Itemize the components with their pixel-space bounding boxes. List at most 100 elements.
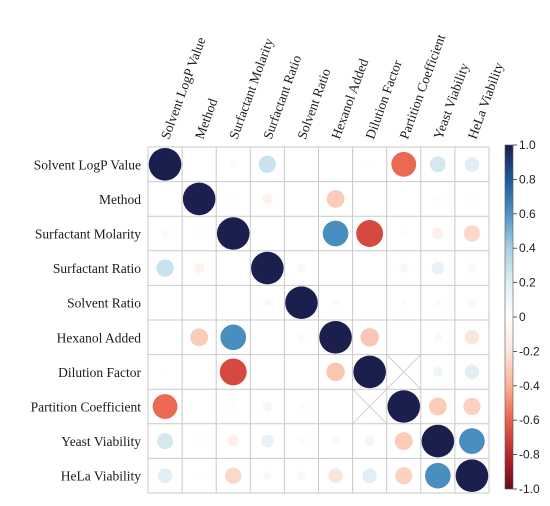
colorbar-tick-label: 0 — [519, 310, 526, 324]
correlation-circle — [263, 298, 272, 307]
column-label: HeLa Viability — [465, 60, 507, 141]
colorbar-tick-label: -1.0 — [519, 482, 540, 496]
correlation-circle — [298, 403, 305, 410]
correlation-circle — [300, 370, 303, 374]
colorbar-tick-label: -0.2 — [519, 344, 540, 358]
row-labels: Solvent LogP Value Method Surfactant Molar… — [31, 157, 142, 483]
correlation-circle — [326, 189, 345, 208]
correlation-circle — [182, 182, 216, 216]
correlation-circle — [261, 434, 274, 448]
correlation-circle — [232, 301, 235, 304]
correlation-circle — [326, 362, 345, 382]
correlation-circle — [367, 161, 372, 167]
correlation-circle — [334, 163, 337, 166]
correlation-circle — [297, 471, 306, 481]
correlation-circle — [334, 405, 337, 408]
column-label: Method — [192, 96, 221, 141]
correlation-circle — [196, 438, 202, 444]
correlation-circle — [353, 355, 386, 389]
correlation-circle — [402, 336, 405, 339]
correlation-circle — [230, 403, 237, 410]
missing-cell-cross — [386, 354, 422, 390]
colorbar-tick-label: -0.8 — [519, 448, 540, 462]
correlation-circle — [464, 364, 480, 380]
correlation-circle — [197, 163, 201, 166]
correlation-circles — [148, 148, 489, 493]
correlation-circle — [400, 299, 408, 306]
correlation-circle — [464, 330, 480, 345]
correlation-circle — [432, 227, 444, 240]
correlation-circle — [232, 266, 235, 270]
correlation-circle — [297, 264, 306, 273]
correlation-circle — [459, 428, 485, 454]
correlation-circle — [196, 230, 202, 237]
correlation-circle — [463, 225, 481, 242]
correlation-circle — [219, 358, 247, 386]
correlation-circle — [262, 401, 272, 412]
correlation-circle — [469, 196, 475, 202]
row-label: Solvent Ratio — [67, 296, 141, 311]
correlation-circle — [362, 468, 377, 483]
correlation-circle — [368, 266, 371, 270]
colorbar-tick-label: 0.8 — [519, 172, 536, 186]
correlation-circle — [148, 148, 182, 181]
correlation-circle — [421, 424, 455, 458]
correlation-circle — [216, 217, 250, 250]
row-label: Yeast Viability — [61, 434, 141, 449]
colorbar: 1.0 0.8 0.6 0.4 0.2 0 -0.2 -0.4 -0.6 -0.8 -1.0 — [504, 138, 540, 496]
row-label: HeLa Viability — [61, 469, 142, 484]
colorbar-tick-label: 0.2 — [519, 276, 536, 290]
correlation-circle — [368, 197, 371, 201]
correlation-circle — [394, 432, 413, 451]
correlation-circle — [197, 301, 201, 304]
correlation-circle — [434, 299, 442, 307]
correlation-circle — [152, 394, 178, 419]
colorbar-tick-label: -0.4 — [519, 379, 540, 393]
correlation-circle — [467, 298, 477, 308]
correlation-circle — [387, 390, 421, 423]
correlation-circle — [364, 435, 375, 447]
correlation-circle — [297, 437, 306, 445]
correlation-circle — [263, 471, 272, 481]
correlation-circle — [391, 151, 417, 177]
correlation-circle — [425, 462, 451, 489]
column-label: Solvent Ratio — [294, 66, 333, 141]
correlation-circle — [431, 261, 445, 275]
correlation-circle — [156, 259, 174, 277]
correlation-circle — [300, 232, 303, 235]
correlation-circle — [464, 157, 480, 172]
colorbar-tick-label: 0.6 — [519, 207, 536, 221]
correlation-circle — [190, 328, 209, 347]
correlation-circle — [433, 333, 442, 342]
correlation-circle — [400, 230, 407, 237]
correlation-circle — [300, 163, 303, 166]
correlation-circle — [319, 321, 352, 354]
correlation-circle — [163, 301, 167, 304]
correlation-circle — [435, 196, 441, 202]
correlation-circle — [428, 397, 447, 416]
correlation-circle — [297, 333, 306, 341]
correlation-circle — [197, 405, 201, 408]
row-label: Method — [99, 192, 141, 207]
correlation-circle — [193, 262, 205, 274]
correlation-circle — [266, 232, 269, 235]
correlation-circle — [227, 435, 239, 447]
colorbar-tick-label: -0.6 — [519, 413, 540, 427]
correlation-circle — [331, 437, 340, 446]
correlation-circle — [230, 196, 237, 202]
correlation-circle — [285, 286, 318, 320]
correlation-circle — [163, 197, 167, 201]
correlation-circle — [300, 197, 303, 201]
correlation-circle — [463, 397, 481, 416]
correlation-circle — [229, 160, 237, 168]
row-label: Surfactant Ratio — [53, 261, 141, 276]
correlation-circle — [395, 467, 413, 485]
column-label: Yeast Viability — [431, 61, 472, 141]
correlation-circle — [157, 468, 173, 483]
correlation-circle — [266, 370, 269, 374]
correlation-circle — [322, 220, 349, 247]
correlation-circle — [225, 467, 242, 484]
correlation-circle — [220, 324, 247, 351]
correlation-circle — [331, 299, 340, 307]
correlation-circle — [455, 459, 489, 493]
